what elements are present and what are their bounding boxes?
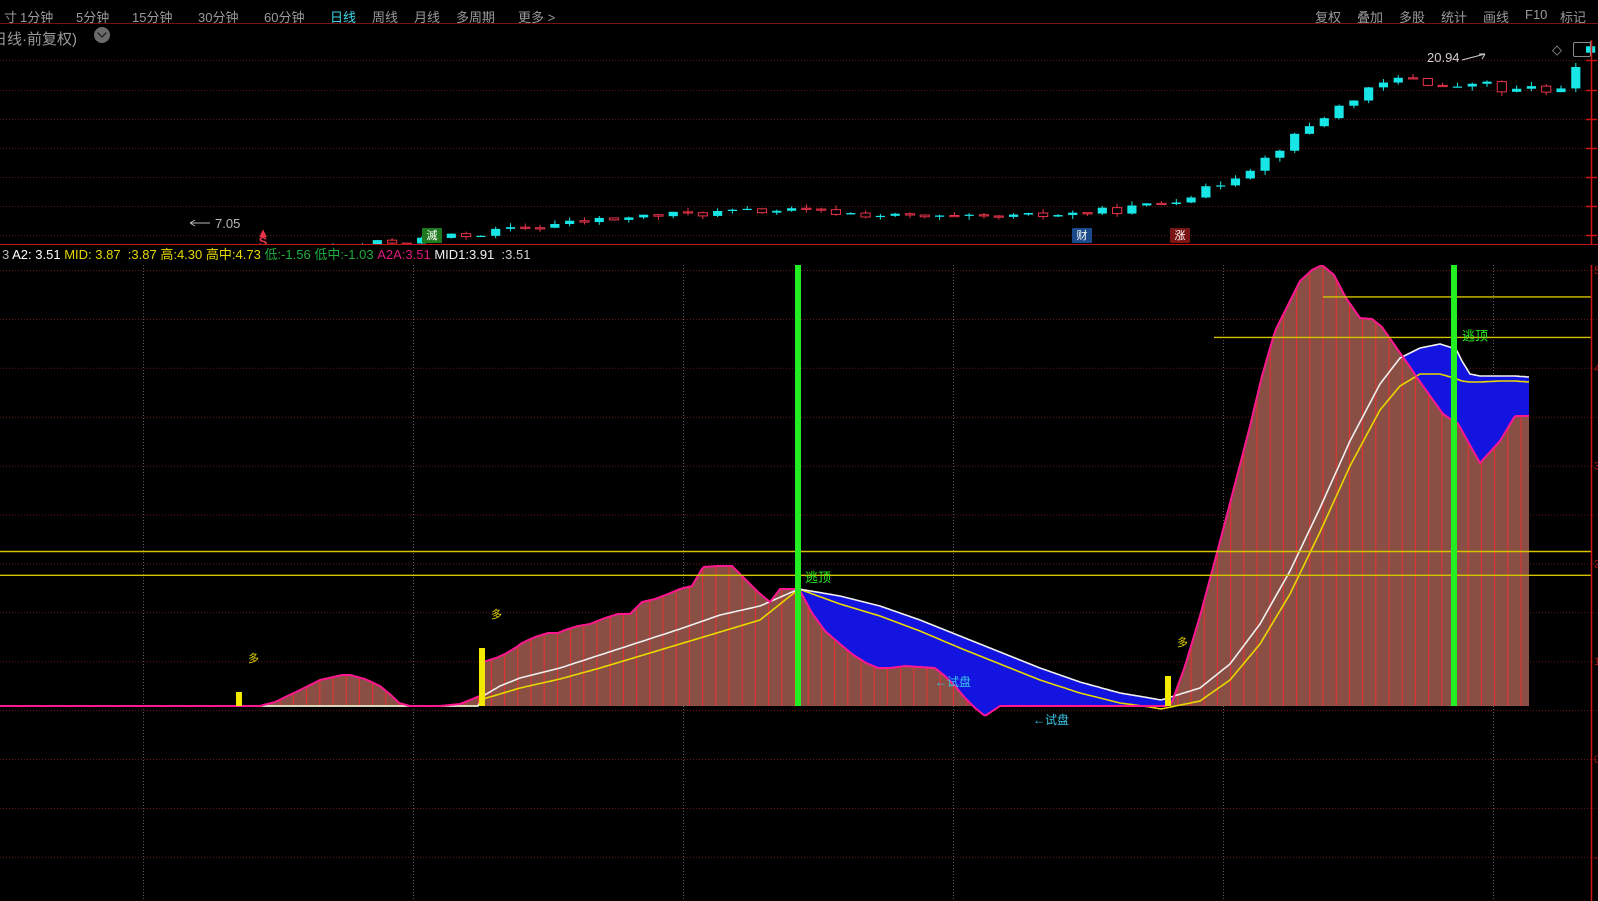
- svg-text:7.05: 7.05: [215, 216, 240, 231]
- svg-text:S: S: [259, 234, 268, 244]
- svg-text:逃顶: 逃顶: [805, 570, 831, 585]
- svg-text:1: 1: [1594, 656, 1598, 668]
- svg-text:财: 财: [1077, 228, 1088, 242]
- svg-text:多: 多: [248, 651, 259, 665]
- svg-text:20.94: 20.94: [1427, 50, 1460, 65]
- svg-text:多: 多: [491, 607, 502, 621]
- svg-text:←试盘: ←试盘: [1033, 712, 1069, 727]
- svg-text:滅: 滅: [427, 229, 438, 242]
- svg-text:3: 3: [1594, 461, 1598, 473]
- svg-text:←试盘: ←试盘: [935, 674, 971, 689]
- svg-text:4: 4: [1594, 363, 1598, 375]
- svg-text:-1: -1: [1594, 852, 1598, 864]
- svg-text:多: 多: [1177, 635, 1188, 649]
- svg-text:0: 0: [1594, 754, 1598, 766]
- svg-text:逃顶: 逃顶: [1462, 328, 1488, 343]
- svg-text:5: 5: [1594, 265, 1598, 277]
- svg-text:2: 2: [1594, 558, 1598, 570]
- svg-text:涨: 涨: [1175, 229, 1186, 242]
